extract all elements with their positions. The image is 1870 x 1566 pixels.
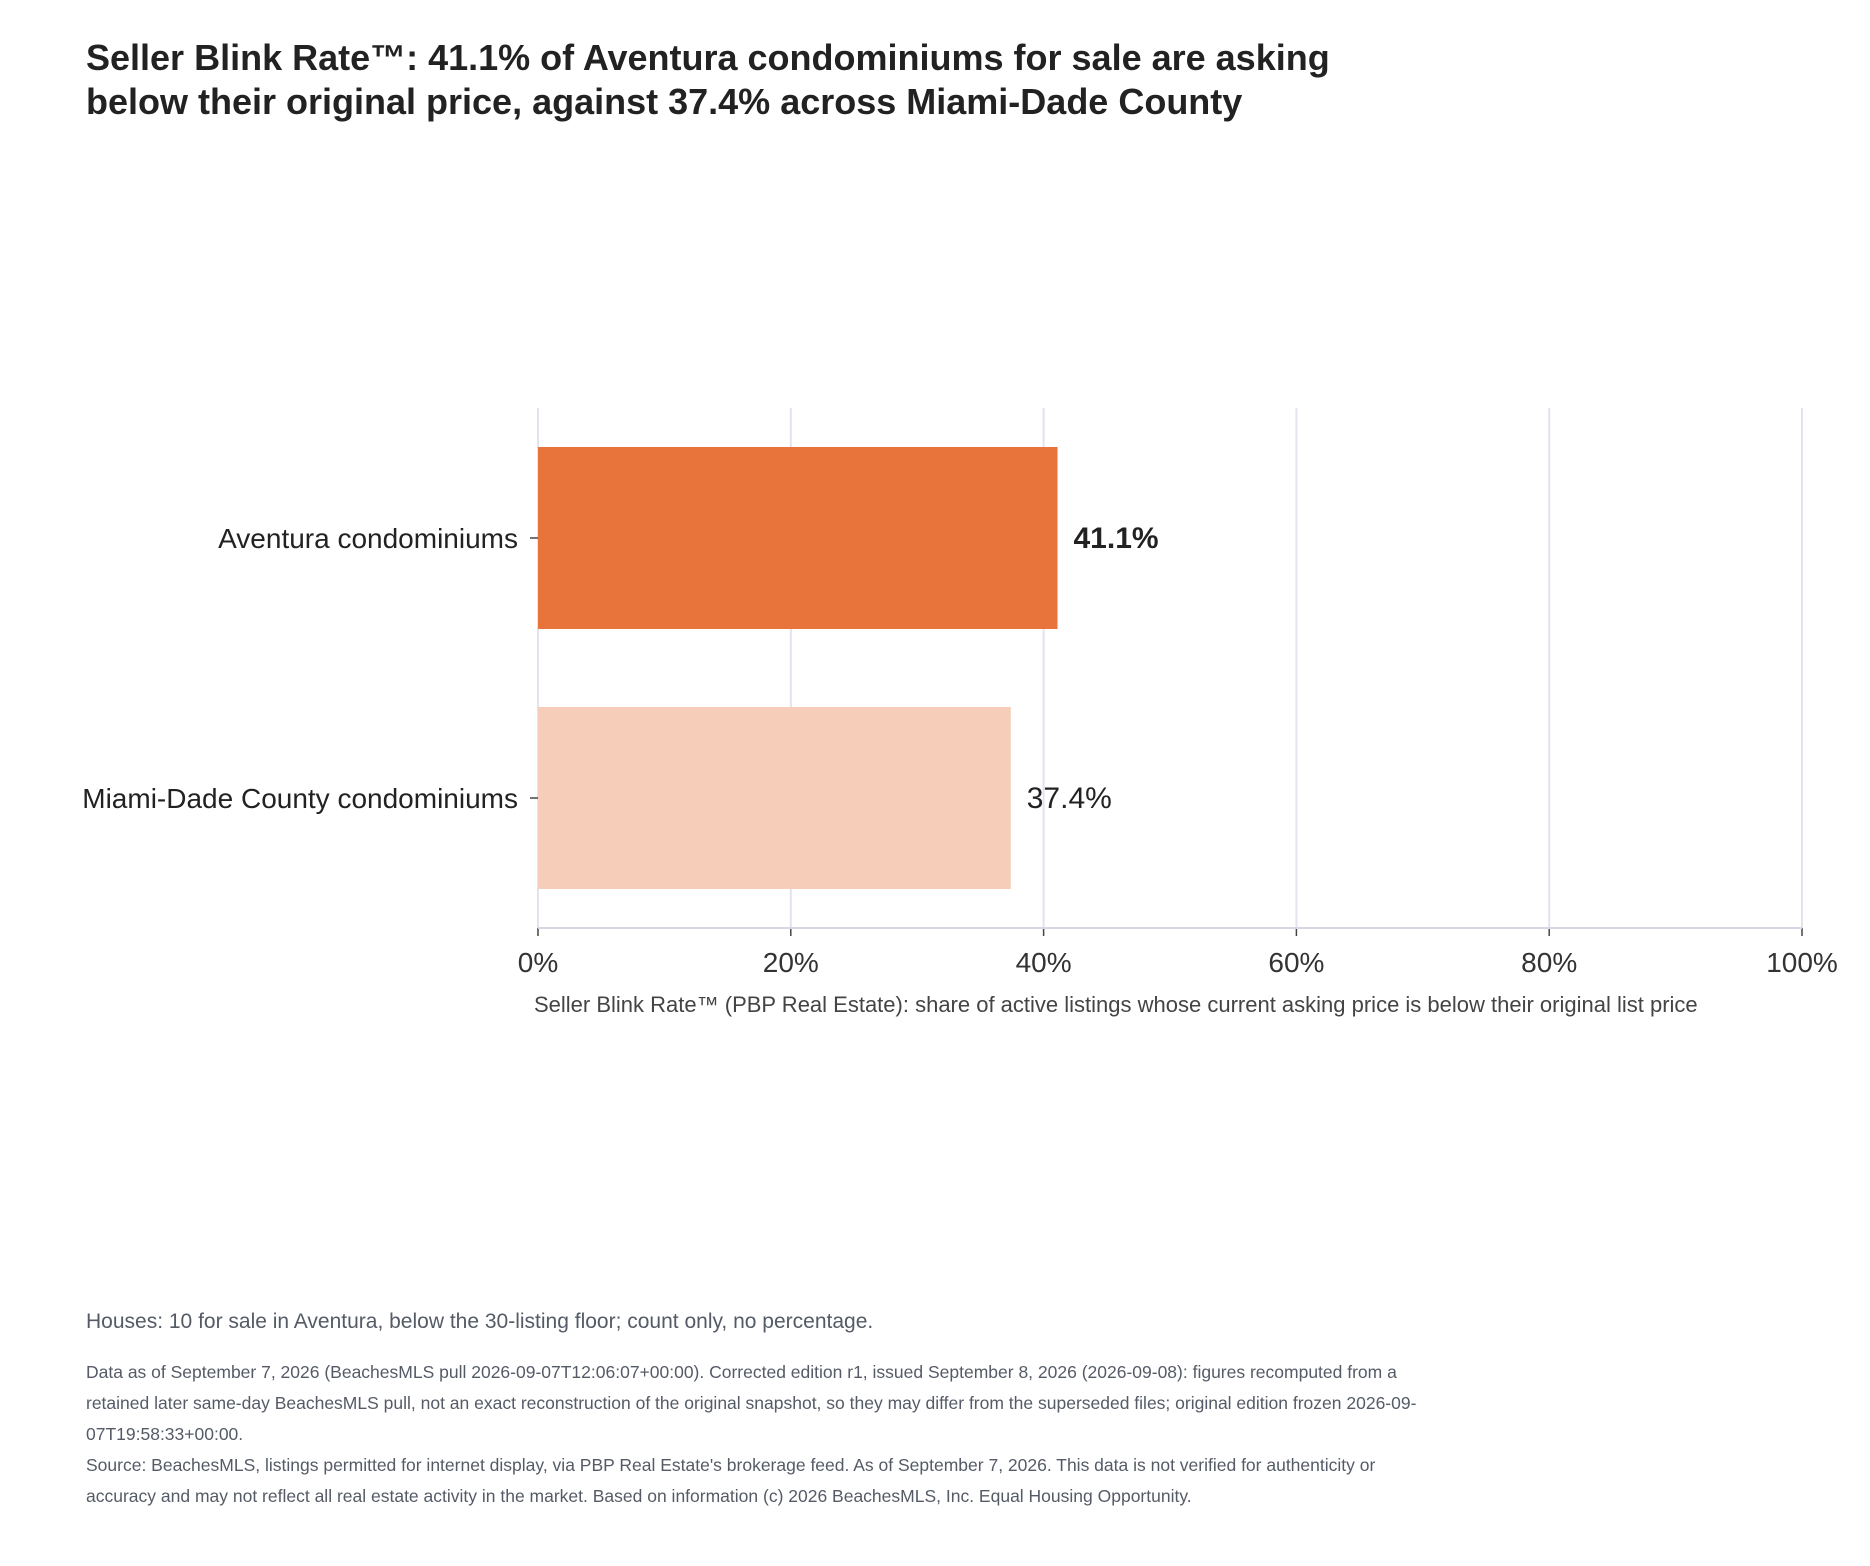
x-axis-title: Seller Blink Rate™ (PBP Real Estate): sh… [534, 992, 1698, 1017]
data-label: 37.4% [1027, 782, 1112, 815]
x-tick-label: 100% [1766, 947, 1838, 978]
data-as-of-note: Data as of September 7, 2026 (BeachesMLS… [86, 1362, 1417, 1444]
category-label: Miami-Dade County condominiums [82, 783, 518, 814]
bar-chart: 0% 20% 40% 60% 80% 100% Aventura condominiums 4… [82, 408, 1838, 1017]
axes [530, 537, 1803, 936]
x-tick-label: 80% [1521, 947, 1577, 978]
category-label: Aventura condominiums [218, 523, 518, 554]
x-tick-label: 60% [1268, 947, 1324, 978]
bars [538, 447, 1058, 889]
x-tick-label: 20% [763, 947, 819, 978]
source-note: Source: BeachesMLS, listings permitted f… [86, 1455, 1376, 1506]
data-label: 41.1% [1074, 522, 1159, 555]
bar [538, 447, 1058, 629]
houses-note: Houses: 10 for sale in Aventura, below t… [86, 1310, 874, 1333]
x-tick-label: 40% [1016, 947, 1072, 978]
x-tick-label: 0% [518, 947, 558, 978]
chart-title: Seller Blink Rate™: 41.1% of Aventura co… [86, 37, 1330, 122]
labels: 0% 20% 40% 60% 80% 100% Aventura condominiums 4… [82, 522, 1838, 1017]
bar [538, 707, 1011, 889]
